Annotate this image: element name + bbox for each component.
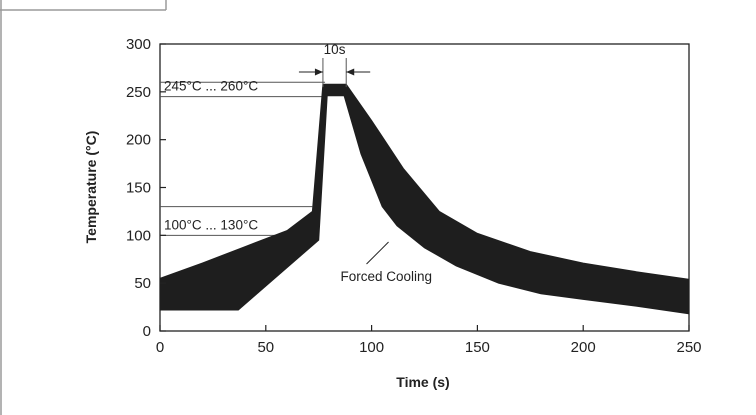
x-tick-label: 100 [359,339,384,356]
x-tick-label: 50 [257,339,274,356]
y-axis-title: Temperature (°C) [83,131,99,244]
reference-label: 245°C ... 260°C [164,79,258,94]
y-tick-label: 0 [143,323,151,340]
y-tick-label: 150 [126,180,151,197]
plot-area: 100°C ... 130°C 245°C ... 260°C 0 50 100 150 2… [126,36,702,356]
y-tick-label: 200 [126,132,151,149]
x-tick-label: 200 [571,339,596,356]
duration-arrowhead-right [346,68,355,76]
forced-cooling-label: Forced Cooling [341,269,433,284]
x-axis-title: Time (s) [396,374,449,390]
x-tick-label: 0 [156,339,164,356]
forced-cooling-leader [366,241,389,265]
y-tick-label: 250 [126,84,151,101]
y-tick-label: 100 [126,227,151,244]
y-tick-label: 300 [126,36,151,53]
reference-label: 100°C ... 130°C [164,217,258,232]
x-tick-label: 250 [676,339,701,356]
duration-arrowhead-left [314,68,323,76]
x-tick-label: 150 [465,339,490,356]
duration-label: 10s [324,42,346,57]
y-tick-label: 50 [134,275,151,292]
